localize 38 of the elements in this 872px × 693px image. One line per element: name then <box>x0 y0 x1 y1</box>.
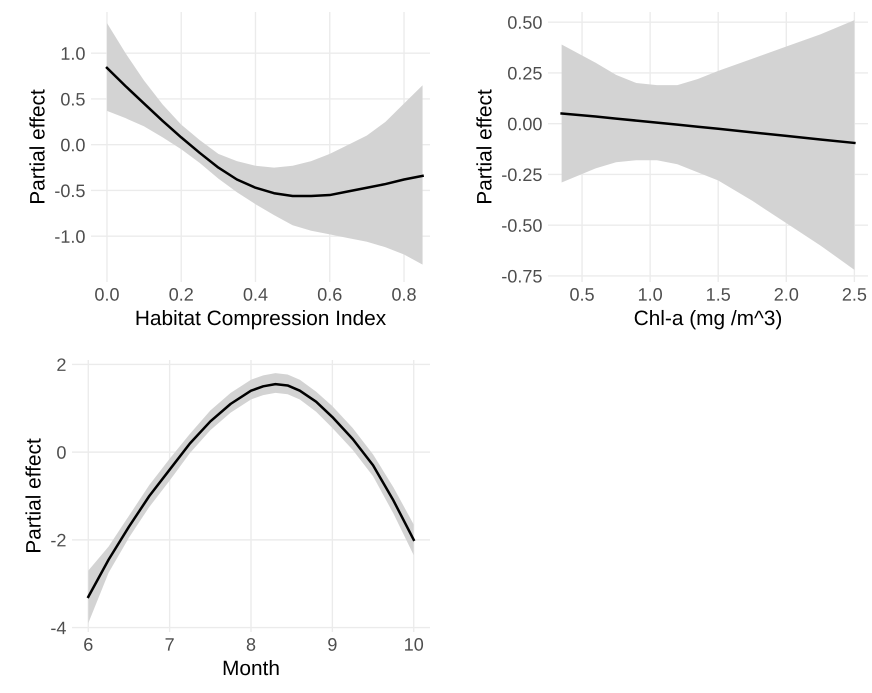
y-tick-label: 2 <box>57 358 66 371</box>
y-tick-label: -0.75 <box>502 270 542 283</box>
y-tick-label: -1.0 <box>55 230 85 243</box>
x-tick-label: 9 <box>328 638 337 651</box>
x-tick-label: 0.4 <box>244 288 268 301</box>
x-tick-label: 1.5 <box>707 288 730 301</box>
x-axis-title: Chl-a (mg /m^3) <box>634 310 782 330</box>
y-tick-label: 0.25 <box>508 66 542 80</box>
line-series <box>560 112 856 144</box>
x-tick-label: 0.6 <box>318 288 342 301</box>
y-tick-label: 1.0 <box>62 47 85 60</box>
y-tick-label: -2 <box>51 534 66 546</box>
y-tick-label: 0.0 <box>61 138 85 152</box>
y-tick-label: 0.50 <box>508 16 542 29</box>
x-tick-label: 0.0 <box>95 288 119 301</box>
y-axis-title: Partial effect <box>29 89 45 204</box>
y-tick-label: -0.50 <box>502 219 542 232</box>
x-tick-label: 10 <box>405 638 424 651</box>
x-tick-label: 8 <box>246 638 256 651</box>
x-tick-label: 2.0 <box>774 288 798 301</box>
y-tick-label: -0.5 <box>55 184 85 198</box>
y-tick-label: -4 <box>51 622 66 634</box>
x-tick-label: 0.5 <box>570 288 594 301</box>
x-tick-label: 7 <box>166 638 174 651</box>
y-axis-title: Partial effect <box>25 438 41 552</box>
y-axis-title: Partial effect <box>476 89 492 204</box>
y-tick-label: 0.00 <box>508 118 542 130</box>
y-tick-label: 0.5 <box>61 92 85 106</box>
y-tick-label: -0.25 <box>502 168 542 182</box>
x-tick-label: 2.5 <box>842 288 866 301</box>
x-tick-label: 1.0 <box>638 288 662 301</box>
y-tick-label: 0 <box>57 446 66 459</box>
x-axis-title: Month <box>224 660 279 676</box>
x-tick-label: 0.2 <box>169 288 193 301</box>
line-series <box>106 66 424 198</box>
x-tick-label: 0.8 <box>392 288 416 301</box>
x-axis-title: Habitat Compression Index <box>136 310 386 330</box>
x-tick-label: 6 <box>84 638 92 651</box>
